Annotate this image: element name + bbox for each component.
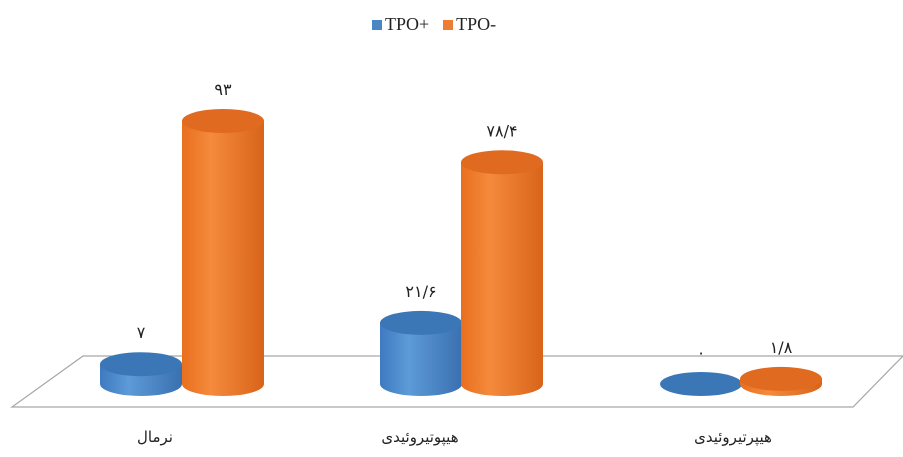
legend-item-tpo-minus: TPO- (443, 14, 496, 35)
data-label-normal-tpo-plus: ۷ (137, 323, 146, 342)
bar-normal-tpo-minus-top (182, 109, 264, 133)
data-label-normal-tpo-minus: ۹۳ (214, 80, 232, 99)
bar-normal-tpo-minus-body (182, 121, 264, 396)
bar-hypothyroid-tpo-minus-body (461, 162, 543, 396)
bar-hypothyroid-tpo-plus-top (380, 310, 462, 335)
legend-swatch-tpo-minus (443, 19, 454, 30)
bar-hyperthyroid-tpo-plus-top (660, 372, 742, 396)
data-label-hyperthyroid-tpo-plus: ۰ (697, 343, 706, 362)
bar-hypothyroid-tpo-plus-body (380, 322, 462, 396)
category-label-normal: نرمال (137, 428, 173, 446)
legend-swatch-tpo-plus (372, 19, 382, 30)
bar-hypothyroid-tpo-minus-top (461, 150, 543, 175)
data-label-hypothyroid-tpo-plus: ۲۱/۶ (405, 282, 436, 301)
chart-floor (10, 355, 903, 408)
legend: TPO+ TPO- (372, 14, 496, 35)
legend-label-tpo-minus: TPO- (456, 14, 497, 34)
bar-hyperthyroid-tpo-minus-top (740, 366, 822, 391)
legend-label-tpo-plus: TPO+ (385, 14, 430, 34)
data-label-hyperthyroid-tpo-minus: ۱/۸ (770, 338, 793, 357)
data-label-hypothyroid-tpo-minus: ۷۸/۴ (486, 121, 517, 140)
category-label-hypothyroid: هیپوتیروئیدی (381, 428, 459, 446)
bars-layer: ۷ ۹۳ ۲۱/۶ ۷۸/۴ ۰ ۱/۸ (100, 80, 822, 396)
legend-item-tpo-plus: TPO+ (372, 14, 429, 35)
category-label-hyperthyroid: هیپرتیروئیدی (694, 428, 772, 446)
bar-normal-tpo-plus-top (100, 352, 182, 377)
